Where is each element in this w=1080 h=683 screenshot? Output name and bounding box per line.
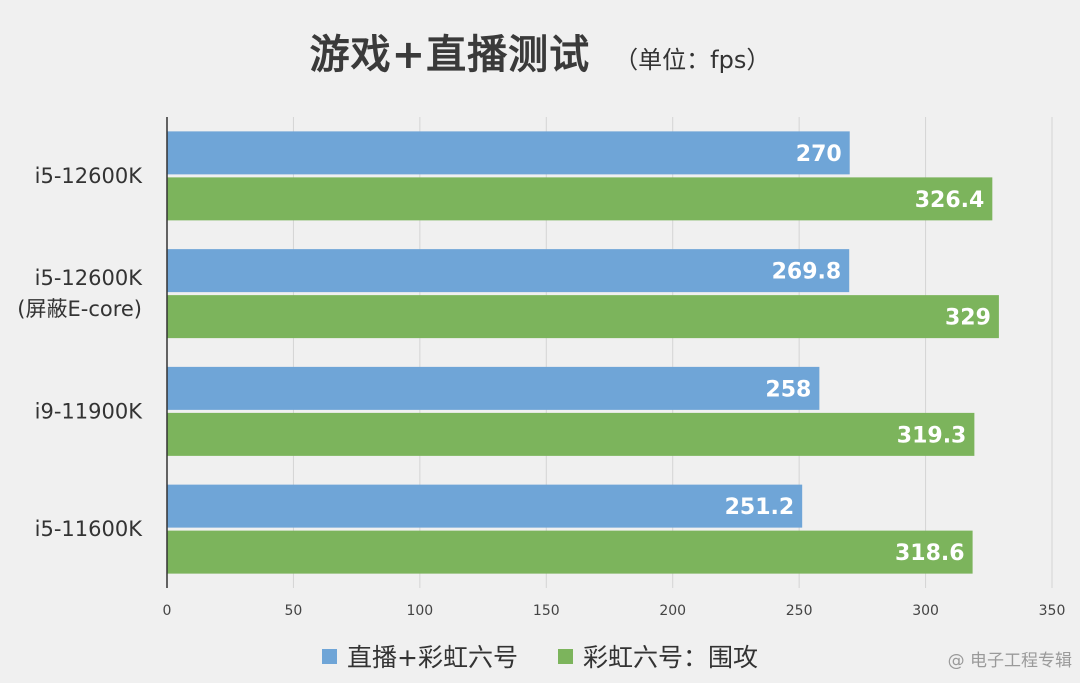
legend: 直播+彩虹六号 彩虹六号：围攻	[0, 638, 1080, 674]
x-tick-label: 300	[912, 603, 939, 619]
data-label: 318.6	[895, 541, 965, 566]
x-tick-label: 350	[1039, 603, 1066, 619]
bar	[167, 249, 850, 293]
legend-label-series-1: 直播+彩虹六号	[347, 643, 518, 672]
legend-label-series-2: 彩虹六号：围攻	[582, 643, 758, 672]
bar	[167, 131, 850, 175]
watermark: @ 电子工程专辑	[947, 651, 1072, 671]
data-label: 251.2	[725, 495, 795, 520]
data-label: 329	[945, 306, 991, 331]
bar	[167, 295, 999, 339]
data-label: 270	[796, 142, 842, 167]
x-tick-label: 200	[659, 603, 686, 619]
data-label: 269.8	[772, 260, 842, 285]
bar	[167, 177, 993, 221]
data-label: 258	[765, 377, 811, 402]
category-label: i9-11900K	[35, 399, 144, 423]
category-label: (屏蔽E-core)	[17, 297, 142, 321]
category-label: i5-11600K	[35, 517, 144, 541]
x-tick-label: 250	[786, 603, 813, 619]
legend-item-series-1: 直播+彩虹六号	[322, 638, 518, 674]
unit-label: （单位：fps）	[614, 46, 771, 74]
legend-swatch-series-2	[557, 648, 573, 664]
x-tick-label: 50	[285, 603, 303, 619]
category-labels: i5-12600K i5-12600K (屏蔽E-core) i9-11900K i5-…	[17, 164, 143, 541]
bar	[167, 484, 803, 528]
legend-item-series-2: 彩虹六号：围攻	[557, 638, 758, 674]
legend-swatch-series-1	[322, 648, 338, 664]
x-tick-label: 100	[406, 603, 433, 619]
bar	[167, 530, 973, 574]
chart-title: 游戏+直播测试	[309, 32, 591, 78]
x-tick-label: 0	[163, 603, 172, 619]
category-label: i5-12600K	[35, 164, 144, 188]
bar-chart: 0 50 100 150 200 250 300 350 i5-12600Ki5-12600K…	[17, 117, 1066, 619]
bar	[167, 366, 820, 410]
bars	[167, 131, 999, 574]
x-tick-labels: 0 50 100 150 200 250 300 350	[163, 603, 1066, 619]
category-label: i5-12600K	[35, 266, 144, 290]
data-label: 326.4	[915, 188, 985, 213]
bar	[167, 412, 975, 456]
chart-title-block: 游戏+直播测试 （单位：fps）	[0, 22, 1080, 80]
data-label: 319.3	[897, 423, 967, 448]
x-tick-label: 150	[533, 603, 560, 619]
value-labels: 270 326.4 269.8 329 258 319.3 251.2 318.6	[725, 142, 991, 566]
